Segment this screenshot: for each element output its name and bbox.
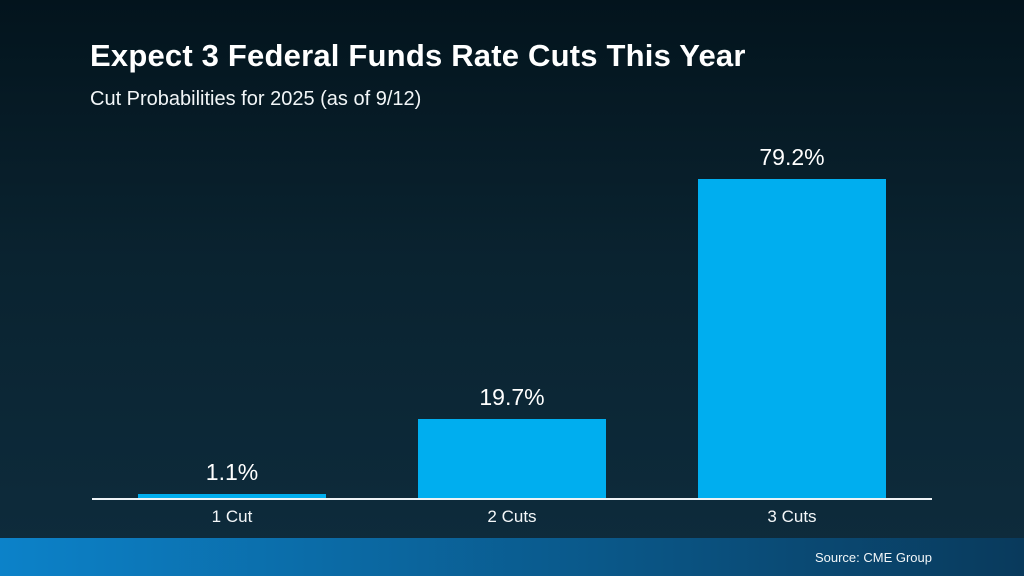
x-axis-line (92, 498, 932, 500)
bar (698, 179, 886, 499)
bar-slot: 79.2% (652, 115, 932, 499)
chart-header: Expect 3 Federal Funds Rate Cuts This Ye… (90, 38, 746, 111)
x-axis-labels: 1 Cut 2 Cuts 3 Cuts (92, 507, 932, 527)
footer-bar: Source: CME Group (0, 538, 1024, 576)
source-text: Source: CME Group (814, 549, 932, 565)
x-axis-tick-label: 1 Cut (211, 507, 253, 526)
bar-slot: 1.1% (92, 115, 372, 499)
bar (138, 494, 326, 499)
bar-slot: 19.7% (372, 115, 652, 499)
chart-title: Expect 3 Federal Funds Rate Cuts This Ye… (90, 38, 746, 73)
bar (418, 419, 606, 499)
bar-chart-plot: 1.1% 19.7% 79.2% (92, 115, 932, 499)
bar-value-label: 19.7% (479, 384, 545, 410)
x-axis-tick-label: 2 Cuts (487, 507, 537, 526)
bar-value-label: 79.2% (759, 144, 825, 170)
bar-value-label: 1.1% (205, 459, 259, 485)
bars-container: 1.1% 19.7% 79.2% (92, 115, 932, 499)
chart-subtitle: Cut Probabilities for 2025 (as of 9/12) (90, 88, 422, 110)
x-axis-tick-label: 3 Cuts (767, 507, 817, 526)
